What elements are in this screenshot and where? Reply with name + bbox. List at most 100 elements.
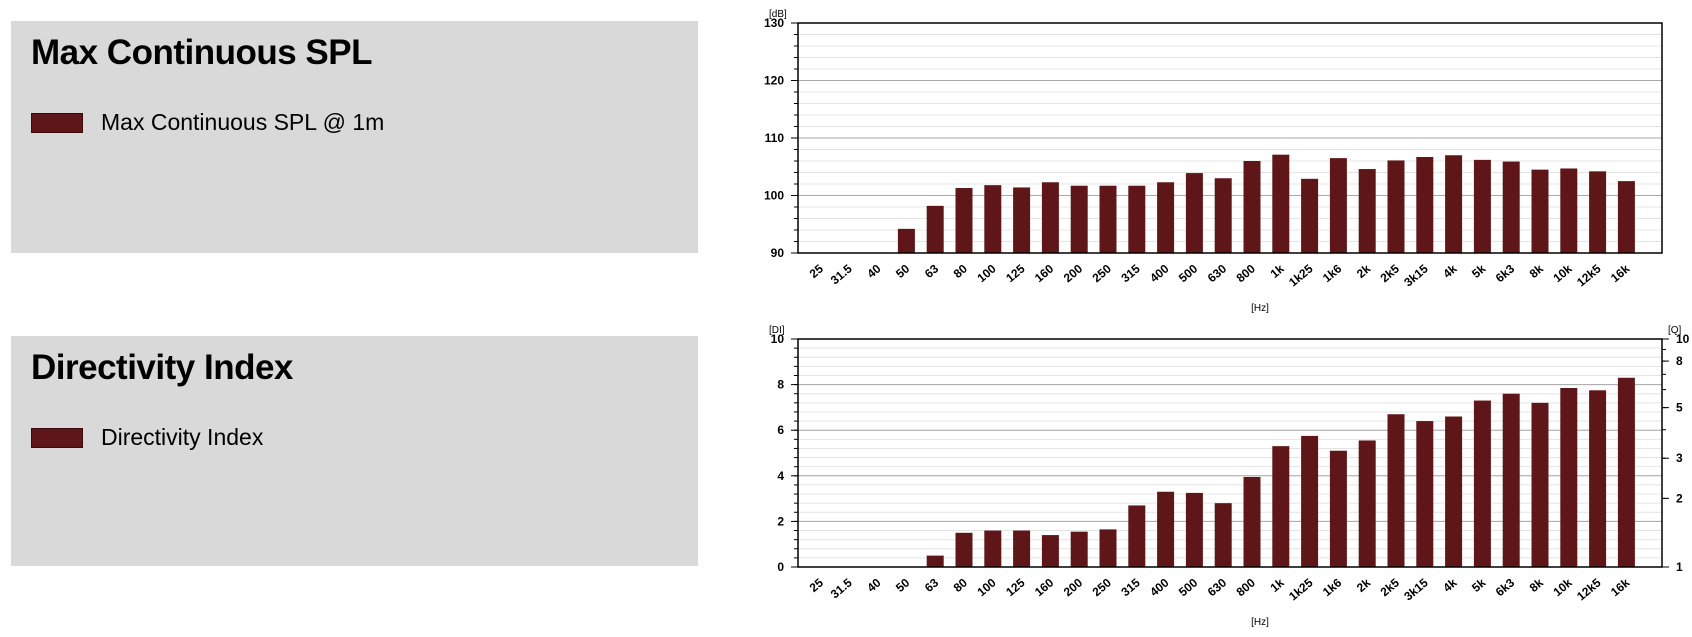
di-y-tick-label: 8 — [777, 378, 784, 392]
di-y2-tick-label: 3 — [1676, 451, 1683, 465]
di-x-tick-label: 40 — [864, 575, 883, 595]
di-bar — [1358, 440, 1376, 567]
spl-bar — [1128, 185, 1146, 253]
di-y2-tick-label: 10 — [1676, 332, 1690, 346]
di-x-tick-label: 25 — [807, 575, 826, 595]
spl-bar — [1214, 178, 1232, 253]
di-bar — [1157, 491, 1175, 567]
spl-bar — [1157, 182, 1175, 253]
di-x-tick-label: 100 — [974, 575, 999, 599]
spl-bar — [1617, 181, 1635, 253]
di-y-tick-label: 6 — [777, 423, 784, 437]
di-x-tick-label: 16k — [1608, 575, 1633, 599]
di-bar — [1070, 531, 1088, 567]
di-x-tick-label: 500 — [1176, 575, 1201, 599]
di-bar — [1617, 377, 1635, 567]
spl-bar — [1041, 182, 1059, 253]
di-bar — [1185, 492, 1203, 567]
spl-bar — [1589, 171, 1607, 253]
di-x-tick-label: 8k — [1527, 575, 1546, 595]
di-bar — [984, 530, 1002, 567]
di-x-tick-label: 200 — [1061, 575, 1086, 599]
di-legend-panel: Directivity Index Directivity Index — [11, 336, 698, 566]
spl-bar — [1502, 161, 1520, 253]
spl-bar — [926, 205, 944, 253]
di-bar — [955, 532, 973, 567]
di-x-tick-label: 2k — [1354, 575, 1373, 595]
di-bar — [1041, 535, 1059, 567]
di-x-tick-label: 1k25 — [1286, 575, 1316, 603]
di-x-tick-label: 400 — [1147, 575, 1172, 599]
spl-bar — [1185, 173, 1203, 253]
di-bar — [1128, 505, 1146, 567]
di-x-tick-label: 2k5 — [1378, 575, 1403, 599]
di-bar — [1502, 393, 1520, 567]
di-x-tick-label: 4k — [1440, 575, 1459, 595]
di-bar — [1214, 503, 1232, 567]
spl-bar — [1531, 169, 1549, 253]
spl-legend-label: Max Continuous SPL @ 1m — [101, 109, 385, 135]
spl-bar — [1387, 160, 1405, 253]
di-y-axis-label: [DI] — [769, 325, 785, 336]
di-bar — [1099, 529, 1117, 567]
spl-y-tick-label: 110 — [765, 131, 785, 145]
di-bar — [1301, 435, 1319, 567]
di-x-tick-label: 1k6 — [1320, 575, 1345, 599]
di-bar — [1416, 421, 1434, 567]
spl-bar — [1013, 187, 1031, 253]
spl-bar — [1560, 168, 1578, 253]
di-x-tick-label: 12k5 — [1574, 575, 1604, 603]
di-y-tick-label: 10 — [771, 332, 785, 346]
di-x-tick-label: 3k15 — [1401, 575, 1431, 603]
di-y2-tick-label: 2 — [1676, 491, 1683, 505]
di-x-tick-label: 10k — [1550, 575, 1575, 599]
di-x-tick-label: 800 — [1234, 575, 1259, 599]
di-legend-swatch — [31, 428, 83, 448]
di-bar — [1272, 446, 1290, 567]
di-x-axis-label: [Hz] — [1251, 617, 1269, 628]
spl-plot-frame — [797, 22, 1663, 254]
di-x-tick-label: 160 — [1032, 575, 1057, 599]
di-x-tick-label: 5k — [1469, 575, 1488, 595]
spl-bar — [1272, 154, 1290, 253]
spl-y-axis-label: [dB] — [769, 9, 787, 20]
di-panel-title: Directivity Index — [31, 348, 293, 387]
di-x-tick-label: 50 — [893, 575, 912, 595]
spl-y-tick-label: 130 — [764, 16, 784, 30]
spl-bar — [1445, 155, 1463, 253]
di-bar — [1589, 390, 1607, 567]
di-x-tick-label: 125 — [1003, 575, 1028, 599]
di-plot-frame — [797, 338, 1663, 568]
di-x-tick-label: 630 — [1205, 575, 1230, 599]
spl-y-tick-label: 90 — [771, 246, 785, 260]
di-bar — [1531, 402, 1549, 567]
di-bar — [1473, 400, 1491, 567]
spl-bar — [1473, 159, 1491, 253]
spl-bar — [955, 188, 973, 253]
di-y-tick-label: 4 — [777, 469, 784, 483]
di-bar — [1243, 476, 1261, 567]
spl-bar — [897, 228, 915, 253]
di-x-tick-label: 1k — [1267, 575, 1286, 595]
di-x-tick-label: 31.5 — [828, 575, 855, 601]
spl-legend-swatch — [31, 113, 83, 133]
spl-bar — [1416, 156, 1434, 253]
di-bar — [1387, 414, 1405, 567]
spl-y-tick-label: 120 — [764, 74, 784, 88]
di-bar — [1329, 450, 1347, 567]
spl-bar — [1070, 185, 1088, 253]
di-bar — [1560, 388, 1578, 567]
di-y-tick-label: 0 — [777, 560, 784, 574]
di-x-tick-label: 250 — [1090, 575, 1115, 599]
spl-bar — [1243, 161, 1261, 253]
di-y2-tick-label: 5 — [1676, 401, 1683, 415]
di-x-tick-label: 315 — [1118, 575, 1143, 599]
di-x-tick-label: 80 — [951, 575, 970, 595]
di-y2-axis-label: [Q] — [1668, 325, 1682, 336]
spl-bar — [1301, 178, 1319, 253]
spl-bar — [1358, 169, 1376, 253]
di-legend-label: Directivity Index — [101, 424, 264, 450]
spl-bar — [1099, 185, 1117, 253]
